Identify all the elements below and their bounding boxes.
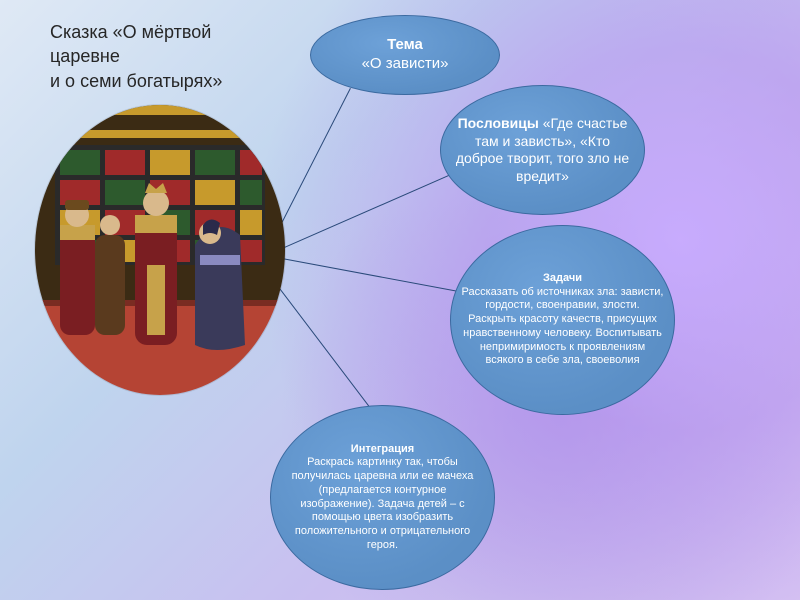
bubble-integratsiya: ИнтеграцияРаскрась картинку так, чтобы п… [270, 405, 495, 590]
title-line-2: царевне [50, 46, 120, 66]
bubble-integ-header: Интеграция [351, 443, 414, 455]
title-line-1: Сказка «О мёртвой [50, 22, 211, 42]
slide-title: Сказка «О мёртвой царевне и о семи богат… [50, 20, 222, 93]
connector-line [282, 258, 480, 296]
bubble-integ-body: Раскрась картинку так, чтобы получилась … [292, 456, 474, 551]
title-line-3: и о семи богатырях» [50, 71, 222, 91]
connector-line [282, 170, 460, 249]
bubble-tema-header: Тема [387, 36, 423, 53]
slide-stage: Сказка «О мёртвой царевне и о семи богат… [0, 0, 800, 600]
connector-line [275, 88, 351, 235]
bubble-tema: Тема «О зависти» [310, 15, 500, 95]
bubble-zadachi-header: Задачи [543, 272, 582, 284]
bubble-tema-body: «О зависти» [362, 55, 449, 72]
illustration-oval [35, 105, 285, 395]
bubble-poslov-header: Пословицы [458, 115, 539, 131]
fairytale-illustration [35, 105, 285, 395]
bubble-zadachi-body: Рассказать об источниках зла: зависти, г… [462, 286, 664, 367]
bubble-poslovitsy: Пословицы «Где счастье там и зависть», «… [440, 85, 645, 215]
bubble-zadachi: Задачи Рассказать об источниках зла: зави… [450, 225, 675, 415]
connector-line [269, 275, 380, 421]
